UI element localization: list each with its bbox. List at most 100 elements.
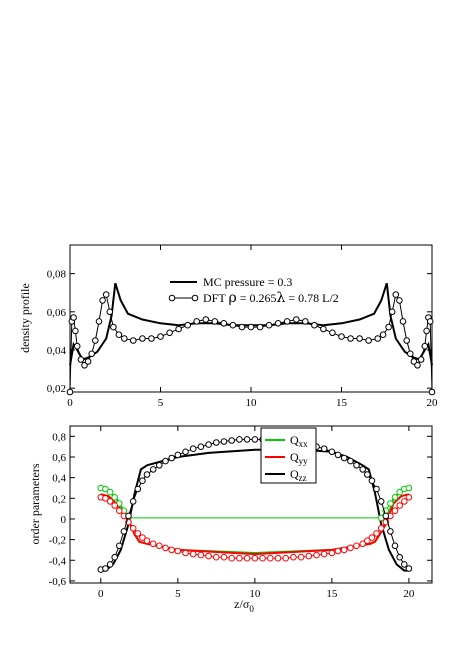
order-data-point-dft-q-zz xyxy=(405,565,413,572)
order-ytick-label: 0 xyxy=(61,514,67,526)
legend-dft-rho-value: = 0.265 xyxy=(237,291,277,305)
legend-dft-prefix: DFT xyxy=(203,291,228,305)
density-data-point-dft xyxy=(220,320,228,327)
density-data-point-dft xyxy=(202,316,210,323)
order-xlabel-sub: 0 xyxy=(249,604,254,614)
order-data-point-dft-q-zz xyxy=(149,466,157,473)
order-data-point-dft-q-zz xyxy=(334,451,342,459)
order-data-point-dft-q-yy xyxy=(368,534,376,541)
density-data-point-dft xyxy=(110,323,117,331)
order-legend: Qxx Qyy Qzz xyxy=(260,427,317,484)
order-data-point-dft-q-yy xyxy=(290,553,297,561)
density-data-point-dft xyxy=(139,335,146,342)
order-data-point-dft-q-yy xyxy=(391,507,399,515)
density-ytick-label: 0,06 xyxy=(47,307,67,319)
density-data-point-dft xyxy=(392,291,400,298)
order-xtick-label: 20 xyxy=(403,588,415,600)
density-data-point-dft xyxy=(417,356,425,363)
order-data-point-dft-q-zz xyxy=(243,436,251,443)
order-data-point-dft-q-zz xyxy=(340,454,348,462)
order-data-point-dft-q-yy xyxy=(274,554,282,562)
density-data-point-dft xyxy=(293,316,300,323)
order-data-point-dft-q-zz xyxy=(106,561,114,568)
legend-qzz-main: Q xyxy=(290,467,299,481)
order-ticks: 0 5 10 15 20 -0,6 -0,4 -0,2 0 0,2 0,4 0,6 0,8 xyxy=(49,426,432,600)
density-series-line-dft xyxy=(69,293,433,393)
legend-mc-label: MC pressure = 0.3 xyxy=(203,275,292,289)
order-data-point-dft-q-zz xyxy=(391,542,399,550)
density-xtick-label: 10 xyxy=(246,397,258,409)
density-xtick-label: 20 xyxy=(427,397,439,409)
order-data-point-dft-q-zz xyxy=(129,498,137,505)
density-ytick-label: 0,02 xyxy=(47,383,66,395)
density-xtick-label: 15 xyxy=(336,397,348,409)
order-xlabel: z/σ0 xyxy=(234,597,254,614)
order-data-point-dft-q-yy xyxy=(396,502,404,509)
order-data-point-dft-q-yy xyxy=(102,495,109,502)
density-data-point-dft xyxy=(428,388,436,396)
legend-dft-label: DFT ρ = 0.265λ = 0.78 L/2 xyxy=(203,290,339,306)
order-xtick-label: 15 xyxy=(326,588,338,600)
density-data-point-dft xyxy=(77,356,85,363)
density-data-point-dft xyxy=(84,358,92,365)
density-ytick-label: 0,08 xyxy=(47,269,67,281)
order-data-point-dft-q-yy xyxy=(228,554,235,562)
density-data-point-dft xyxy=(414,362,421,369)
density-data-point-dft xyxy=(157,333,164,340)
density-data-point-dft xyxy=(229,321,237,329)
order-data-point-dft-q-yy xyxy=(353,542,360,550)
order-data-point-dft-q-zz xyxy=(134,485,142,493)
legend-dft-marker xyxy=(191,294,199,302)
order-data-point-dft-q-yy xyxy=(282,554,290,562)
order-data-point-dft-q-yy xyxy=(139,534,146,541)
order-data-point-dft-q-yy xyxy=(168,546,175,554)
legend-qyy-main: Q xyxy=(290,450,299,464)
density-ticks: 0 5 10 15 20 0,02 0,04 0,06 0,08 xyxy=(47,245,438,409)
order-data-point-dft-q-zz xyxy=(320,445,328,453)
legend-qzz-sub: zz xyxy=(299,473,307,483)
order-data-point-dft-q-xx xyxy=(106,488,114,496)
density-data-point-dft xyxy=(274,320,282,327)
density-data-point-dft xyxy=(247,323,255,331)
density-data-point-dft xyxy=(365,337,372,344)
legend-qyy-sub: yy xyxy=(299,456,309,466)
order-ylabel: order parameters xyxy=(28,463,42,544)
order-data-point-dft-q-yy xyxy=(213,553,220,561)
order-data-point-dft-q-zz xyxy=(364,471,371,478)
order-data-point-dft-q-zz xyxy=(125,512,132,520)
density-data-point-dft xyxy=(396,297,403,304)
order-data-point-dft-q-yy xyxy=(236,554,243,562)
order-data-point-dft-q-zz xyxy=(396,553,404,561)
density-data-point-dft xyxy=(374,335,382,342)
order-data-point-dft-q-yy xyxy=(174,547,182,555)
density-data-point-dft xyxy=(403,337,411,344)
order-data-point-dft-q-zz xyxy=(353,462,360,469)
order-series-line-dft-q-zz xyxy=(100,438,410,571)
order-data-point-dft-q-yy xyxy=(220,553,228,561)
density-data-point-dft xyxy=(423,327,430,335)
order-data-point-dft-q-zz xyxy=(251,436,259,443)
order-data-point-dft-q-yy xyxy=(243,554,251,562)
order-data-point-dft-q-xx xyxy=(111,494,118,501)
order-data-point-dft-q-zz xyxy=(359,466,367,473)
order-data-point-dft-q-yy xyxy=(347,544,354,552)
order-data-point-dft-q-yy xyxy=(405,494,413,501)
order-data-point-dft-q-zz xyxy=(401,561,408,568)
density-data-point-dft xyxy=(265,321,273,329)
order-data-point-dft-q-yy xyxy=(134,530,142,537)
order-data-point-dft-q-xx xyxy=(396,488,404,496)
density-data-point-dft xyxy=(73,342,81,350)
order-data-point-dft-q-yy xyxy=(189,550,197,558)
order-data-point-dft-q-yy xyxy=(377,525,385,532)
density-data-point-dft xyxy=(311,321,318,329)
density-data-point-dft xyxy=(130,337,137,344)
order-xtick-label: 0 xyxy=(98,588,104,600)
order-ytick-label: -0,4 xyxy=(49,555,67,567)
density-data-point-dft xyxy=(88,350,95,358)
density-data-point-dft xyxy=(238,323,246,331)
order-data-point-dft-q-zz xyxy=(328,448,336,456)
order-data-point-dft-q-yy xyxy=(267,554,274,562)
order-data-point-dft-q-yy xyxy=(259,554,266,562)
legend-dft-lambda-value: = 0.78 L/2 xyxy=(285,291,338,305)
density-data-point-dft xyxy=(148,335,155,342)
